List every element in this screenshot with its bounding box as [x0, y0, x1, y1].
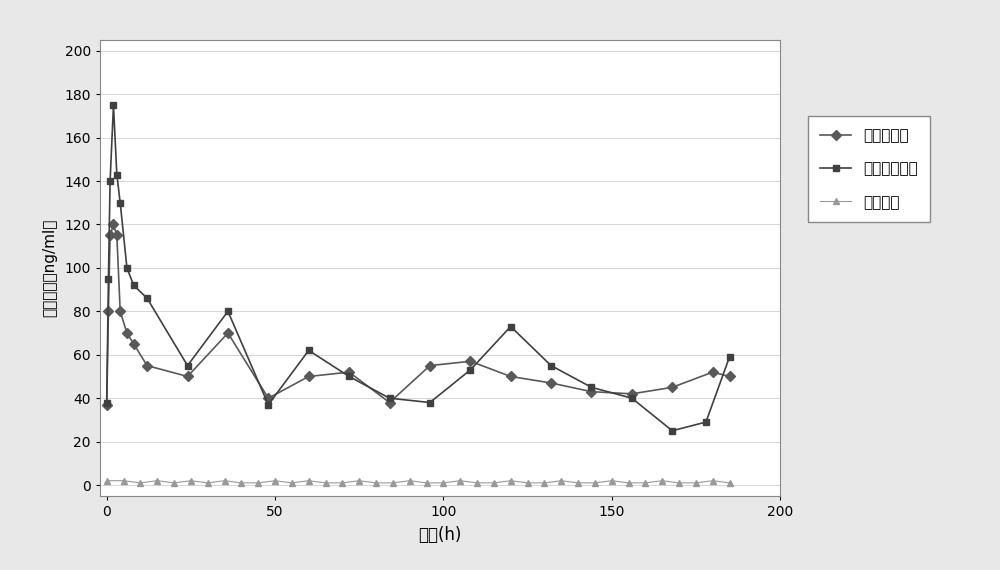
- 自制微球组: [111, 232, 123, 239]
- 自制微球组: [464, 358, 476, 365]
- 空白基线: [387, 479, 399, 486]
- 空白基线: [118, 477, 130, 484]
- 黄体酮注射液: [104, 178, 116, 185]
- 空白基线: [151, 477, 163, 484]
- 黄体酮注射液: [666, 428, 678, 434]
- 黄体酮注射液: [114, 200, 126, 206]
- 空白基线: [454, 477, 466, 484]
- 空白基线: [320, 479, 332, 486]
- 空白基线: [185, 477, 197, 484]
- 空白基线: [437, 479, 449, 486]
- 空白基线: [505, 477, 517, 484]
- 空白基线: [421, 479, 433, 486]
- 自制微球组: [262, 395, 274, 402]
- 空白基线: [286, 479, 298, 486]
- 自制微球组: [101, 401, 113, 408]
- 自制微球组: [222, 329, 234, 336]
- Line: 黄体酮注射液: 黄体酮注射液: [103, 101, 733, 434]
- 黄体酮注射液: [505, 323, 517, 330]
- 自制微球组: [128, 340, 140, 347]
- Y-axis label: 血药浓度（ng/ml）: 血药浓度（ng/ml）: [43, 219, 58, 317]
- 空白基线: [219, 477, 231, 484]
- 黄体酮注射液: [102, 275, 114, 282]
- 空白基线: [538, 479, 550, 486]
- 空白基线: [269, 477, 281, 484]
- 空白基线: [623, 479, 635, 486]
- 空白基线: [707, 477, 719, 484]
- 空白基线: [555, 477, 567, 484]
- X-axis label: 时间(h): 时间(h): [418, 526, 462, 544]
- 空白基线: [589, 479, 601, 486]
- 空白基线: [168, 479, 180, 486]
- 黄体酮注射液: [303, 347, 315, 354]
- 空白基线: [235, 479, 247, 486]
- 自制微球组: [343, 369, 355, 376]
- 空白基线: [303, 477, 315, 484]
- 空白基线: [572, 479, 584, 486]
- 自制微球组: [121, 329, 133, 336]
- 空白基线: [101, 477, 113, 484]
- 空白基线: [202, 479, 214, 486]
- 空白基线: [353, 477, 365, 484]
- 黄体酮注射液: [384, 395, 396, 402]
- 黄体酮注射液: [343, 373, 355, 380]
- 自制微球组: [707, 369, 719, 376]
- 黄体酮注射液: [128, 282, 140, 288]
- 空白基线: [656, 477, 668, 484]
- 自制微球组: [303, 373, 315, 380]
- Legend: 自制微球组, 黄体酮注射液, 空白基线: 自制微球组, 黄体酮注射液, 空白基线: [808, 116, 930, 222]
- 自制微球组: [102, 308, 114, 315]
- 黄体酮注射液: [182, 362, 194, 369]
- 自制微球组: [626, 390, 638, 397]
- 自制微球组: [384, 399, 396, 406]
- 自制微球组: [141, 362, 153, 369]
- 自制微球组: [107, 221, 119, 228]
- 黄体酮注射液: [121, 264, 133, 271]
- 自制微球组: [505, 373, 517, 380]
- 黄体酮注射液: [424, 399, 436, 406]
- 黄体酮注射液: [626, 395, 638, 402]
- 自制微球组: [545, 380, 557, 386]
- 空白基线: [370, 479, 382, 486]
- 空白基线: [404, 477, 416, 484]
- 黄体酮注射液: [545, 362, 557, 369]
- 空白基线: [639, 479, 651, 486]
- Line: 空白基线: 空白基线: [103, 477, 733, 486]
- 黄体酮注射液: [464, 367, 476, 373]
- 空白基线: [690, 479, 702, 486]
- 黄体酮注射液: [107, 101, 119, 108]
- 空白基线: [252, 479, 264, 486]
- 空白基线: [724, 479, 736, 486]
- Line: 自制微球组: 自制微球组: [103, 221, 733, 408]
- 自制微球组: [585, 388, 597, 395]
- 空白基线: [673, 479, 685, 486]
- 自制微球组: [424, 362, 436, 369]
- 黄体酮注射液: [700, 418, 712, 425]
- 黄体酮注射液: [585, 384, 597, 391]
- 黄体酮注射液: [222, 308, 234, 315]
- 空白基线: [488, 479, 500, 486]
- 黄体酮注射液: [101, 399, 113, 406]
- 黄体酮注射液: [111, 171, 123, 178]
- 自制微球组: [114, 308, 126, 315]
- 空白基线: [606, 477, 618, 484]
- 空白基线: [336, 479, 348, 486]
- 自制微球组: [724, 373, 736, 380]
- 黄体酮注射液: [141, 295, 153, 302]
- 自制微球组: [104, 232, 116, 239]
- 空白基线: [134, 479, 146, 486]
- 空白基线: [471, 479, 483, 486]
- 自制微球组: [182, 373, 194, 380]
- 自制微球组: [666, 384, 678, 391]
- 黄体酮注射液: [724, 353, 736, 360]
- 黄体酮注射液: [262, 401, 274, 408]
- 空白基线: [522, 479, 534, 486]
